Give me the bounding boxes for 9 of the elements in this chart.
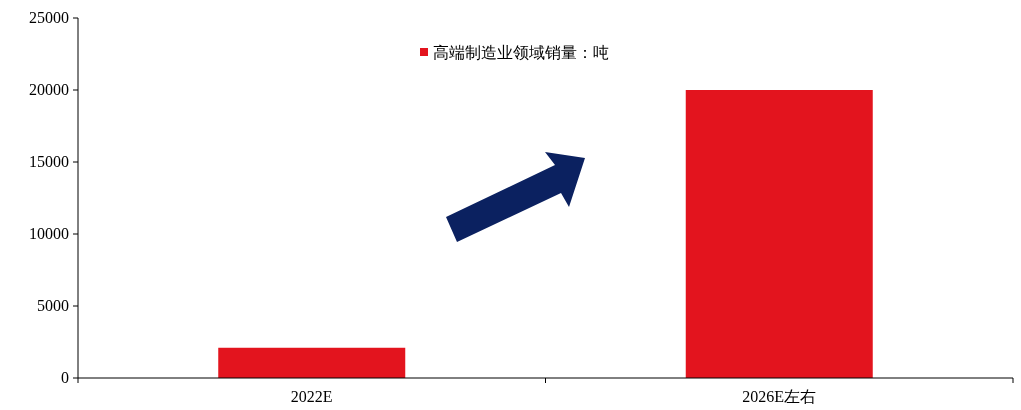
y-tick-label: 20000: [29, 81, 69, 98]
x-tick-label: 2026E左右: [742, 388, 817, 405]
y-tick-label: 5000: [37, 297, 69, 314]
y-tick-label: 0: [61, 369, 69, 386]
y-tick-label: 15000: [29, 153, 69, 170]
y-tick-label: 10000: [29, 225, 69, 242]
x-tick-label: 2022E: [290, 388, 333, 405]
legend: 高端制造业领域销量：吨: [420, 44, 609, 61]
y-tick-label: 25000: [29, 9, 69, 26]
